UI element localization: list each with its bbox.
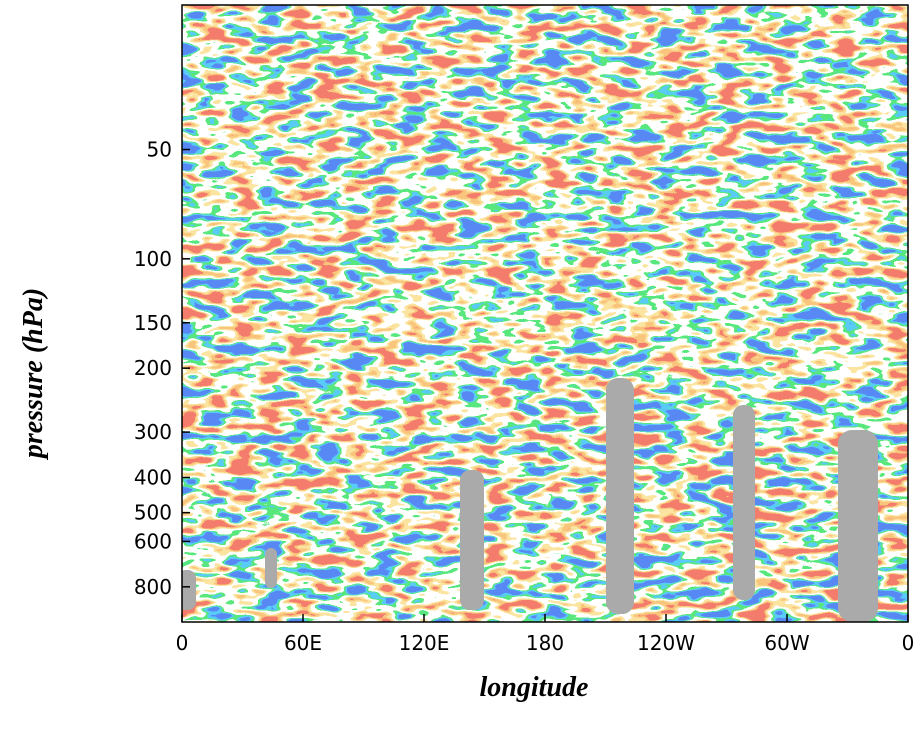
x-tick-label: 120E xyxy=(399,631,450,655)
y-tick-label: 800 xyxy=(134,575,172,599)
y-tick-label: 500 xyxy=(134,501,172,525)
y-tick-label: 400 xyxy=(134,465,172,489)
y-tick-label: 50 xyxy=(147,138,172,162)
y-tick-label: 600 xyxy=(134,529,172,553)
plot-area xyxy=(182,5,908,622)
x-tick-label: 180 xyxy=(526,631,564,655)
y-tick-label: 100 xyxy=(134,247,172,271)
x-axis-title: longitude xyxy=(480,672,589,703)
y-tick-label: 150 xyxy=(134,311,172,335)
x-tick-label: 60W xyxy=(764,631,809,655)
masked-region xyxy=(182,378,878,622)
y-axis-title: pressure (hPa) xyxy=(18,288,49,460)
contour-field xyxy=(182,5,908,622)
x-tick-label: 0 xyxy=(902,631,913,655)
x-tick-label: 60E xyxy=(284,631,322,655)
x-tick-label: 0 xyxy=(176,631,189,655)
y-tick-label: 200 xyxy=(134,356,172,380)
y-tick-label: 300 xyxy=(134,420,172,444)
x-tick-label: 120W xyxy=(637,631,695,655)
